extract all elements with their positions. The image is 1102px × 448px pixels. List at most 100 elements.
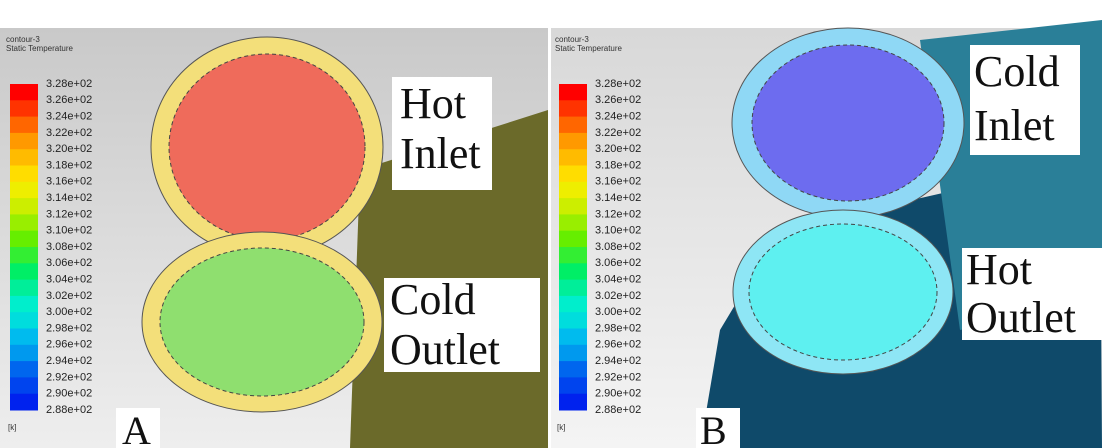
colorbar-label: 3.24e+02 xyxy=(46,111,92,123)
colorbar-segment xyxy=(10,296,38,313)
colorbar-label: 3.02e+02 xyxy=(46,290,92,302)
colorbar-segment xyxy=(10,394,38,411)
label: Inlet xyxy=(400,129,481,178)
colorbar-segment xyxy=(559,361,587,378)
label: Outlet xyxy=(966,293,1076,342)
colorbar-label: 2.94e+02 xyxy=(595,355,641,367)
label: Outlet xyxy=(390,325,500,374)
colorbar-segment xyxy=(559,133,587,150)
colorbar-segment xyxy=(10,231,38,248)
colorbar-label: 3.00e+02 xyxy=(595,306,641,318)
colorbar-label: 2.96e+02 xyxy=(46,339,92,351)
variable-name: Static Temperature xyxy=(555,44,623,53)
colorbar-segment xyxy=(559,100,587,117)
label: Hot xyxy=(966,245,1032,294)
colorbar-segment xyxy=(559,394,587,411)
colorbar-label: 3.28e+02 xyxy=(46,78,92,90)
colorbar-segment xyxy=(10,133,38,150)
colorbar-label: 2.94e+02 xyxy=(46,355,92,367)
panel-a: Hot Inlet Cold Outlet A xyxy=(0,28,548,448)
colorbar-label: 3.28e+02 xyxy=(595,78,641,90)
colorbar-segment xyxy=(10,263,38,280)
label: Cold xyxy=(974,47,1060,96)
colorbar-label: 3.12e+02 xyxy=(595,208,641,220)
colorbar-label: 3.16e+02 xyxy=(46,176,92,188)
label: Hot xyxy=(400,79,466,128)
colorbar-label: 3.10e+02 xyxy=(595,225,641,237)
colorbar-label: 2.98e+02 xyxy=(595,322,641,334)
colorbar-label: 3.16e+02 xyxy=(595,176,641,188)
colorbar-segment xyxy=(559,84,587,101)
colorbar-segment xyxy=(559,231,587,248)
hot-core xyxy=(749,224,937,360)
unit: [k] xyxy=(557,423,565,432)
cold-core xyxy=(160,248,364,396)
colorbar-segment xyxy=(10,198,38,215)
colorbar-segment xyxy=(10,117,38,134)
contour-name: contour-3 xyxy=(6,35,40,44)
colorbar-segment xyxy=(10,312,38,329)
colorbar-segment xyxy=(559,247,587,264)
colorbar-segment xyxy=(10,361,38,378)
colorbar-segment xyxy=(10,149,38,166)
colorbar-label: 3.18e+02 xyxy=(595,159,641,171)
colorbar-segment xyxy=(559,345,587,362)
colorbar-segment xyxy=(559,198,587,215)
colorbar-segment xyxy=(559,377,587,394)
colorbar-label: 3.26e+02 xyxy=(46,94,92,106)
colorbar-segment xyxy=(559,280,587,297)
colorbar-segment xyxy=(10,280,38,297)
colorbar-label: 3.00e+02 xyxy=(46,306,92,318)
colorbar-segment xyxy=(10,377,38,394)
colorbar-label: 2.96e+02 xyxy=(595,339,641,351)
colorbar-segment xyxy=(10,100,38,117)
colorbar-segment xyxy=(559,117,587,134)
colorbar-label: 3.26e+02 xyxy=(595,94,641,106)
colorbar-label: 2.90e+02 xyxy=(595,388,641,400)
colorbar-label: 2.92e+02 xyxy=(595,371,641,383)
colorbar-segment xyxy=(559,166,587,183)
colorbar-segment xyxy=(10,329,38,346)
colorbar-segment xyxy=(559,214,587,231)
colorbar-label: 2.98e+02 xyxy=(46,322,92,334)
colorbar-label: 3.18e+02 xyxy=(46,159,92,171)
panel-letter: B xyxy=(700,408,727,448)
colorbar-label: 3.10e+02 xyxy=(46,225,92,237)
colorbar-label: 3.20e+02 xyxy=(595,143,641,155)
colorbar-segment xyxy=(559,263,587,280)
colorbar-segment xyxy=(559,149,587,166)
colorbar-label: 2.90e+02 xyxy=(46,388,92,400)
label: Inlet xyxy=(974,101,1055,150)
panel-letter: A xyxy=(122,408,151,448)
colorbar-label: 3.14e+02 xyxy=(595,192,641,204)
cold-core xyxy=(752,45,944,201)
hot-core xyxy=(169,54,365,240)
colorbar-label: 3.22e+02 xyxy=(46,127,92,139)
colorbar-label: 2.88e+02 xyxy=(595,404,641,416)
colorbar-segment xyxy=(559,182,587,199)
colorbar-segment xyxy=(559,329,587,346)
colorbar-segment xyxy=(10,166,38,183)
colorbar-label: 3.20e+02 xyxy=(46,143,92,155)
colorbar-segment xyxy=(10,182,38,199)
colorbar-label: 3.24e+02 xyxy=(595,111,641,123)
colorbar-segment xyxy=(10,84,38,101)
colorbar-label: 3.08e+02 xyxy=(595,241,641,253)
contour-name: contour-3 xyxy=(555,35,589,44)
colorbar-label: 3.02e+02 xyxy=(595,290,641,302)
variable-name: Static Temperature xyxy=(6,44,74,53)
colorbar-segment xyxy=(559,312,587,329)
colorbar-label: 3.06e+02 xyxy=(595,257,641,269)
colorbar-label: 3.12e+02 xyxy=(46,208,92,220)
colorbar-label: 3.14e+02 xyxy=(46,192,92,204)
colorbar-label: 3.04e+02 xyxy=(46,274,92,286)
colorbar-label: 2.92e+02 xyxy=(46,371,92,383)
colorbar-label: 3.06e+02 xyxy=(46,257,92,269)
label: Cold xyxy=(390,275,476,324)
colorbar-segment xyxy=(10,214,38,231)
colorbar-label: 2.88e+02 xyxy=(46,404,92,416)
unit: [k] xyxy=(8,423,16,432)
colorbar-label: 3.08e+02 xyxy=(46,241,92,253)
colorbar-segment xyxy=(10,247,38,264)
colorbar-segment xyxy=(10,345,38,362)
